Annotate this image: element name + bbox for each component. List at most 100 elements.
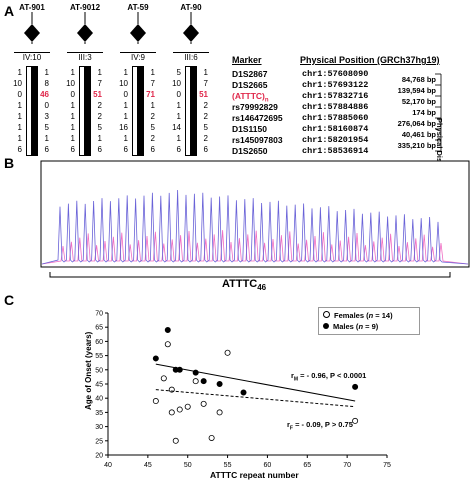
generation-label: III:3 — [67, 52, 103, 62]
pedigree-panel: AT-901 IV:10 1 10 0 1 1 1 1 6 1 8 46 0 3 5 1 6 AT-9012 I… — [0, 0, 230, 160]
allele: 2 — [97, 112, 102, 121]
allele: 2 — [203, 101, 208, 110]
female-point — [200, 400, 207, 407]
scatter-plot: 40 45 50 55 60 65 70 75 20 25 30 35 40 45 50 55 60 65 70 — [95, 311, 391, 470]
pedigree-id: AT-901 — [19, 3, 45, 12]
allele: 1 — [150, 101, 155, 110]
allele: 1 — [123, 112, 128, 121]
allele: 1 — [123, 68, 128, 77]
x-tick-label: 75 — [383, 462, 391, 469]
repeat-bracket — [49, 272, 451, 278]
marker-name: D1S2665 — [232, 80, 268, 90]
female-point — [184, 403, 191, 410]
physical-distance: 174 bp — [412, 108, 436, 117]
physical-position: chr1:57693122 — [302, 80, 369, 90]
generation-label: III:6 — [173, 52, 209, 62]
male-point — [352, 383, 359, 390]
open-circle-icon — [323, 311, 330, 318]
allele: 1 — [97, 134, 102, 143]
allele: 7 — [150, 79, 155, 88]
male-point — [216, 381, 223, 388]
x-tick-label: 50 — [184, 462, 192, 469]
marker-name: rs146472695 — [232, 113, 283, 123]
position-list: chr1:57608090 chr1:57693122 chr1:57832716 c… — [302, 69, 368, 157]
pink-trace — [41, 230, 469, 265]
marker-name: (ATTTC)n — [232, 91, 269, 104]
distance-list: 84,768 bp 139,594 bp 52,170 bp 174 bp 276,06… — [383, 69, 458, 164]
alleles-left: 1 10 0 1 1 1 1 6 — [10, 67, 22, 155]
physical-distance: 84,768 bp — [401, 75, 436, 84]
y-tick-label: 50 — [95, 367, 103, 374]
allele: 5 — [176, 68, 181, 77]
female-point — [168, 409, 175, 416]
female-point — [176, 406, 183, 413]
allele: 2 — [150, 134, 155, 143]
allele: 7 — [97, 79, 102, 88]
physical-distance: 276,064 bp — [397, 119, 436, 128]
allele: 1 — [176, 134, 181, 143]
physical-position: chr1:57885060 — [302, 113, 369, 123]
male-fit-line — [155, 363, 356, 402]
alleles-right: 1 8 46 0 3 5 1 6 — [37, 67, 49, 155]
marker-name: D1S2867 — [232, 69, 268, 79]
trace-peaks — [41, 189, 469, 265]
allele: 16 — [119, 123, 128, 132]
allele: 1 — [70, 123, 75, 132]
y-tick-label: 30 — [95, 424, 103, 431]
alleles-left: 1 10 0 1 1 1 1 6 — [63, 67, 75, 155]
allele: 0 — [176, 90, 181, 99]
alleles-right: 1 7 51 2 2 5 2 6 — [196, 67, 208, 155]
y-tick-label: 45 — [95, 382, 103, 389]
allele: 6 — [150, 145, 155, 154]
marker-header: Marker — [232, 55, 262, 65]
allele: 6 — [17, 145, 22, 154]
x-tick-label: 55 — [224, 462, 232, 469]
physical-position: chr1:57608090 — [302, 69, 369, 79]
allele: 6 — [176, 145, 181, 154]
x-tick-label: 45 — [144, 462, 152, 469]
allele: 7 — [203, 79, 208, 88]
haplotype-bar-affected — [85, 66, 91, 156]
allele: 71 — [146, 90, 155, 99]
allele: 1 — [17, 123, 22, 132]
allele: 1 — [123, 101, 128, 110]
allele: 5 — [44, 123, 49, 132]
alleles-left: 1 10 0 1 1 16 1 6 — [116, 67, 128, 155]
electropherogram — [40, 160, 470, 278]
allele: 10 — [66, 79, 75, 88]
y-tick-label: 70 — [95, 311, 103, 318]
physical-distance: 335,210 bp — [397, 141, 436, 150]
pedigree-at-90: AT-90 III:6 — [171, 3, 211, 62]
affected-diamond-icon — [183, 12, 199, 44]
marker-list: D1S2867 D1S2665 (ATTTC)n rs79992829 rs146472… — [232, 69, 283, 157]
female-point — [208, 434, 215, 441]
affected-diamond-icon — [24, 12, 40, 44]
legend-females: Females (n = 14) — [323, 311, 393, 320]
legend: Females (n = 14) Males (n = 9) — [318, 307, 420, 335]
allele: 1 — [44, 134, 49, 143]
female-point — [352, 417, 359, 424]
x-tick-label: 40 — [104, 462, 112, 469]
allele: 1 — [70, 112, 75, 121]
female-fit-line — [155, 389, 356, 408]
allele: 2 — [203, 134, 208, 143]
y-axis-label: Age of Onset (years) — [84, 331, 93, 410]
allele: 5 — [150, 123, 155, 132]
pedigree-id: AT-9012 — [69, 3, 101, 12]
pedigree-at-59: AT-59 IV:9 — [118, 3, 158, 62]
allele: 5 — [97, 123, 102, 132]
allele: 1 — [17, 68, 22, 77]
panel-label-b: B — [4, 155, 15, 171]
allele: 51 — [93, 90, 102, 99]
physical-position: chr1:57832716 — [302, 91, 369, 101]
marker-name: rs145097803 — [232, 135, 283, 145]
panel-label-c: C — [4, 292, 15, 308]
allele: 1 — [17, 112, 22, 121]
alleles-right: 1 7 71 1 2 5 2 6 — [143, 67, 155, 155]
female-point — [164, 341, 171, 348]
allele: 0 — [17, 90, 22, 99]
female-point — [192, 378, 199, 385]
pedigree-id: AT-59 — [127, 3, 149, 12]
pedigree-at-901: AT-901 IV:10 — [12, 3, 52, 62]
x-tick-label: 70 — [343, 462, 351, 469]
